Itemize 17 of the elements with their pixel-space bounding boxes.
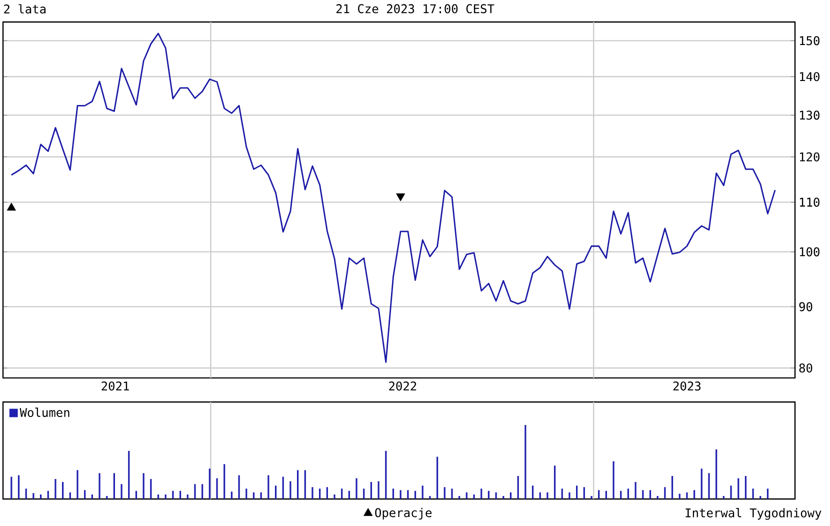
y-tick-label: 80 [799,363,812,373]
y-tick-label: 140 [800,72,820,82]
text: Interwal Tygodniowy [686,508,822,520]
legend-label: Wolumen [20,408,70,417]
x-tick-label: 2023 [673,381,700,391]
y-tick-label: 110 [800,198,820,207]
line-series [10,32,776,363]
y-tick-label: 90 [799,302,812,312]
chart-subtitle: 21 Cze 2023 17:00 CEST [336,4,494,14]
legend-label: Operacje [375,508,432,520]
y-tick-label: 120 [800,152,820,162]
y-tick-label: 130 [800,110,820,120]
x-tick-label: 2022 [389,381,416,391]
y-tick-label: 150 [800,36,820,46]
y-tick-label: 100 [800,247,820,256]
x-tick-label: 2021 [102,381,129,391]
chart-title: 2 lata [4,4,46,14]
